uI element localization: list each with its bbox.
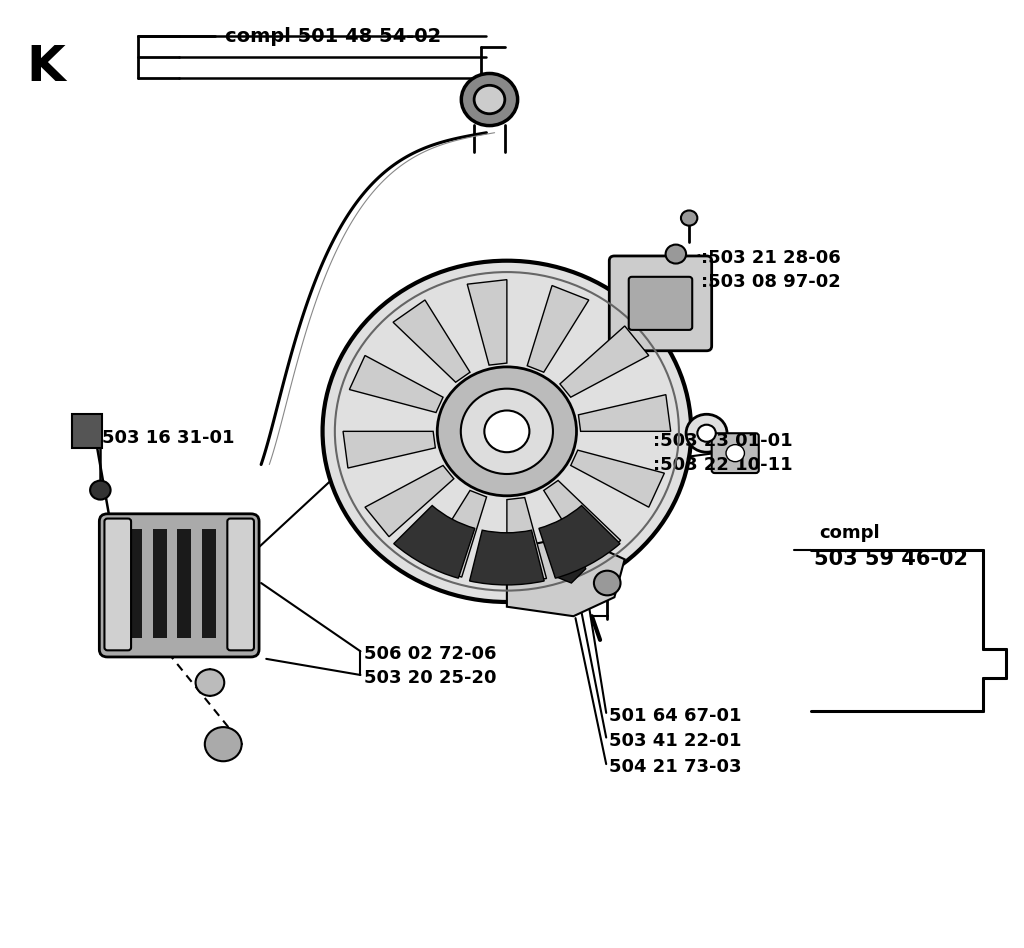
Text: :503 08 97-02: :503 08 97-02 <box>701 273 841 290</box>
Polygon shape <box>425 490 486 577</box>
Polygon shape <box>507 498 547 583</box>
Text: compl 501 48 54-02: compl 501 48 54-02 <box>225 27 441 46</box>
Bar <box>177 529 191 638</box>
Text: :503 22 10-11: :503 22 10-11 <box>653 456 793 473</box>
Polygon shape <box>579 394 671 431</box>
Polygon shape <box>393 300 470 382</box>
Text: 503 41 22-01: 503 41 22-01 <box>609 733 741 750</box>
Text: 501 64 67-01: 501 64 67-01 <box>609 707 741 724</box>
Circle shape <box>666 245 686 264</box>
Circle shape <box>686 414 727 452</box>
Wedge shape <box>539 505 620 578</box>
Polygon shape <box>365 465 454 537</box>
Polygon shape <box>343 431 435 468</box>
Polygon shape <box>560 326 649 397</box>
Circle shape <box>594 571 621 595</box>
FancyBboxPatch shape <box>629 277 692 330</box>
Circle shape <box>323 261 691 602</box>
Text: 504 21 73-03: 504 21 73-03 <box>609 758 741 775</box>
Bar <box>202 529 216 638</box>
Wedge shape <box>394 505 475 578</box>
Polygon shape <box>507 536 625 616</box>
Text: :503 23 01-01: :503 23 01-01 <box>653 432 793 449</box>
Text: compl: compl <box>819 524 880 541</box>
Circle shape <box>697 425 716 442</box>
Circle shape <box>461 389 553 474</box>
Polygon shape <box>467 280 507 365</box>
Circle shape <box>196 669 224 696</box>
Text: :503 21 28-06: :503 21 28-06 <box>701 249 841 266</box>
Polygon shape <box>527 285 589 373</box>
Polygon shape <box>349 356 443 412</box>
Wedge shape <box>470 530 544 585</box>
Circle shape <box>484 410 529 452</box>
Circle shape <box>726 445 744 462</box>
Bar <box>128 529 142 638</box>
Bar <box>72 414 102 448</box>
Text: 503 59 46-02: 503 59 46-02 <box>814 549 968 570</box>
FancyBboxPatch shape <box>227 519 254 650</box>
Text: 506 02 72-06: 506 02 72-06 <box>364 646 496 663</box>
Text: 503 20 25-20: 503 20 25-20 <box>364 669 496 686</box>
Circle shape <box>437 367 577 496</box>
Circle shape <box>681 210 697 226</box>
Circle shape <box>90 481 111 500</box>
Text: 503 16 31-01: 503 16 31-01 <box>102 429 234 447</box>
FancyBboxPatch shape <box>712 433 759 473</box>
Polygon shape <box>570 450 665 507</box>
FancyBboxPatch shape <box>99 514 259 657</box>
FancyBboxPatch shape <box>104 519 131 650</box>
Ellipse shape <box>461 74 517 126</box>
Polygon shape <box>555 545 586 583</box>
FancyBboxPatch shape <box>609 256 712 351</box>
Bar <box>153 529 167 638</box>
Text: K: K <box>27 43 66 91</box>
Polygon shape <box>544 481 621 563</box>
Circle shape <box>205 727 242 761</box>
Ellipse shape <box>474 85 505 114</box>
